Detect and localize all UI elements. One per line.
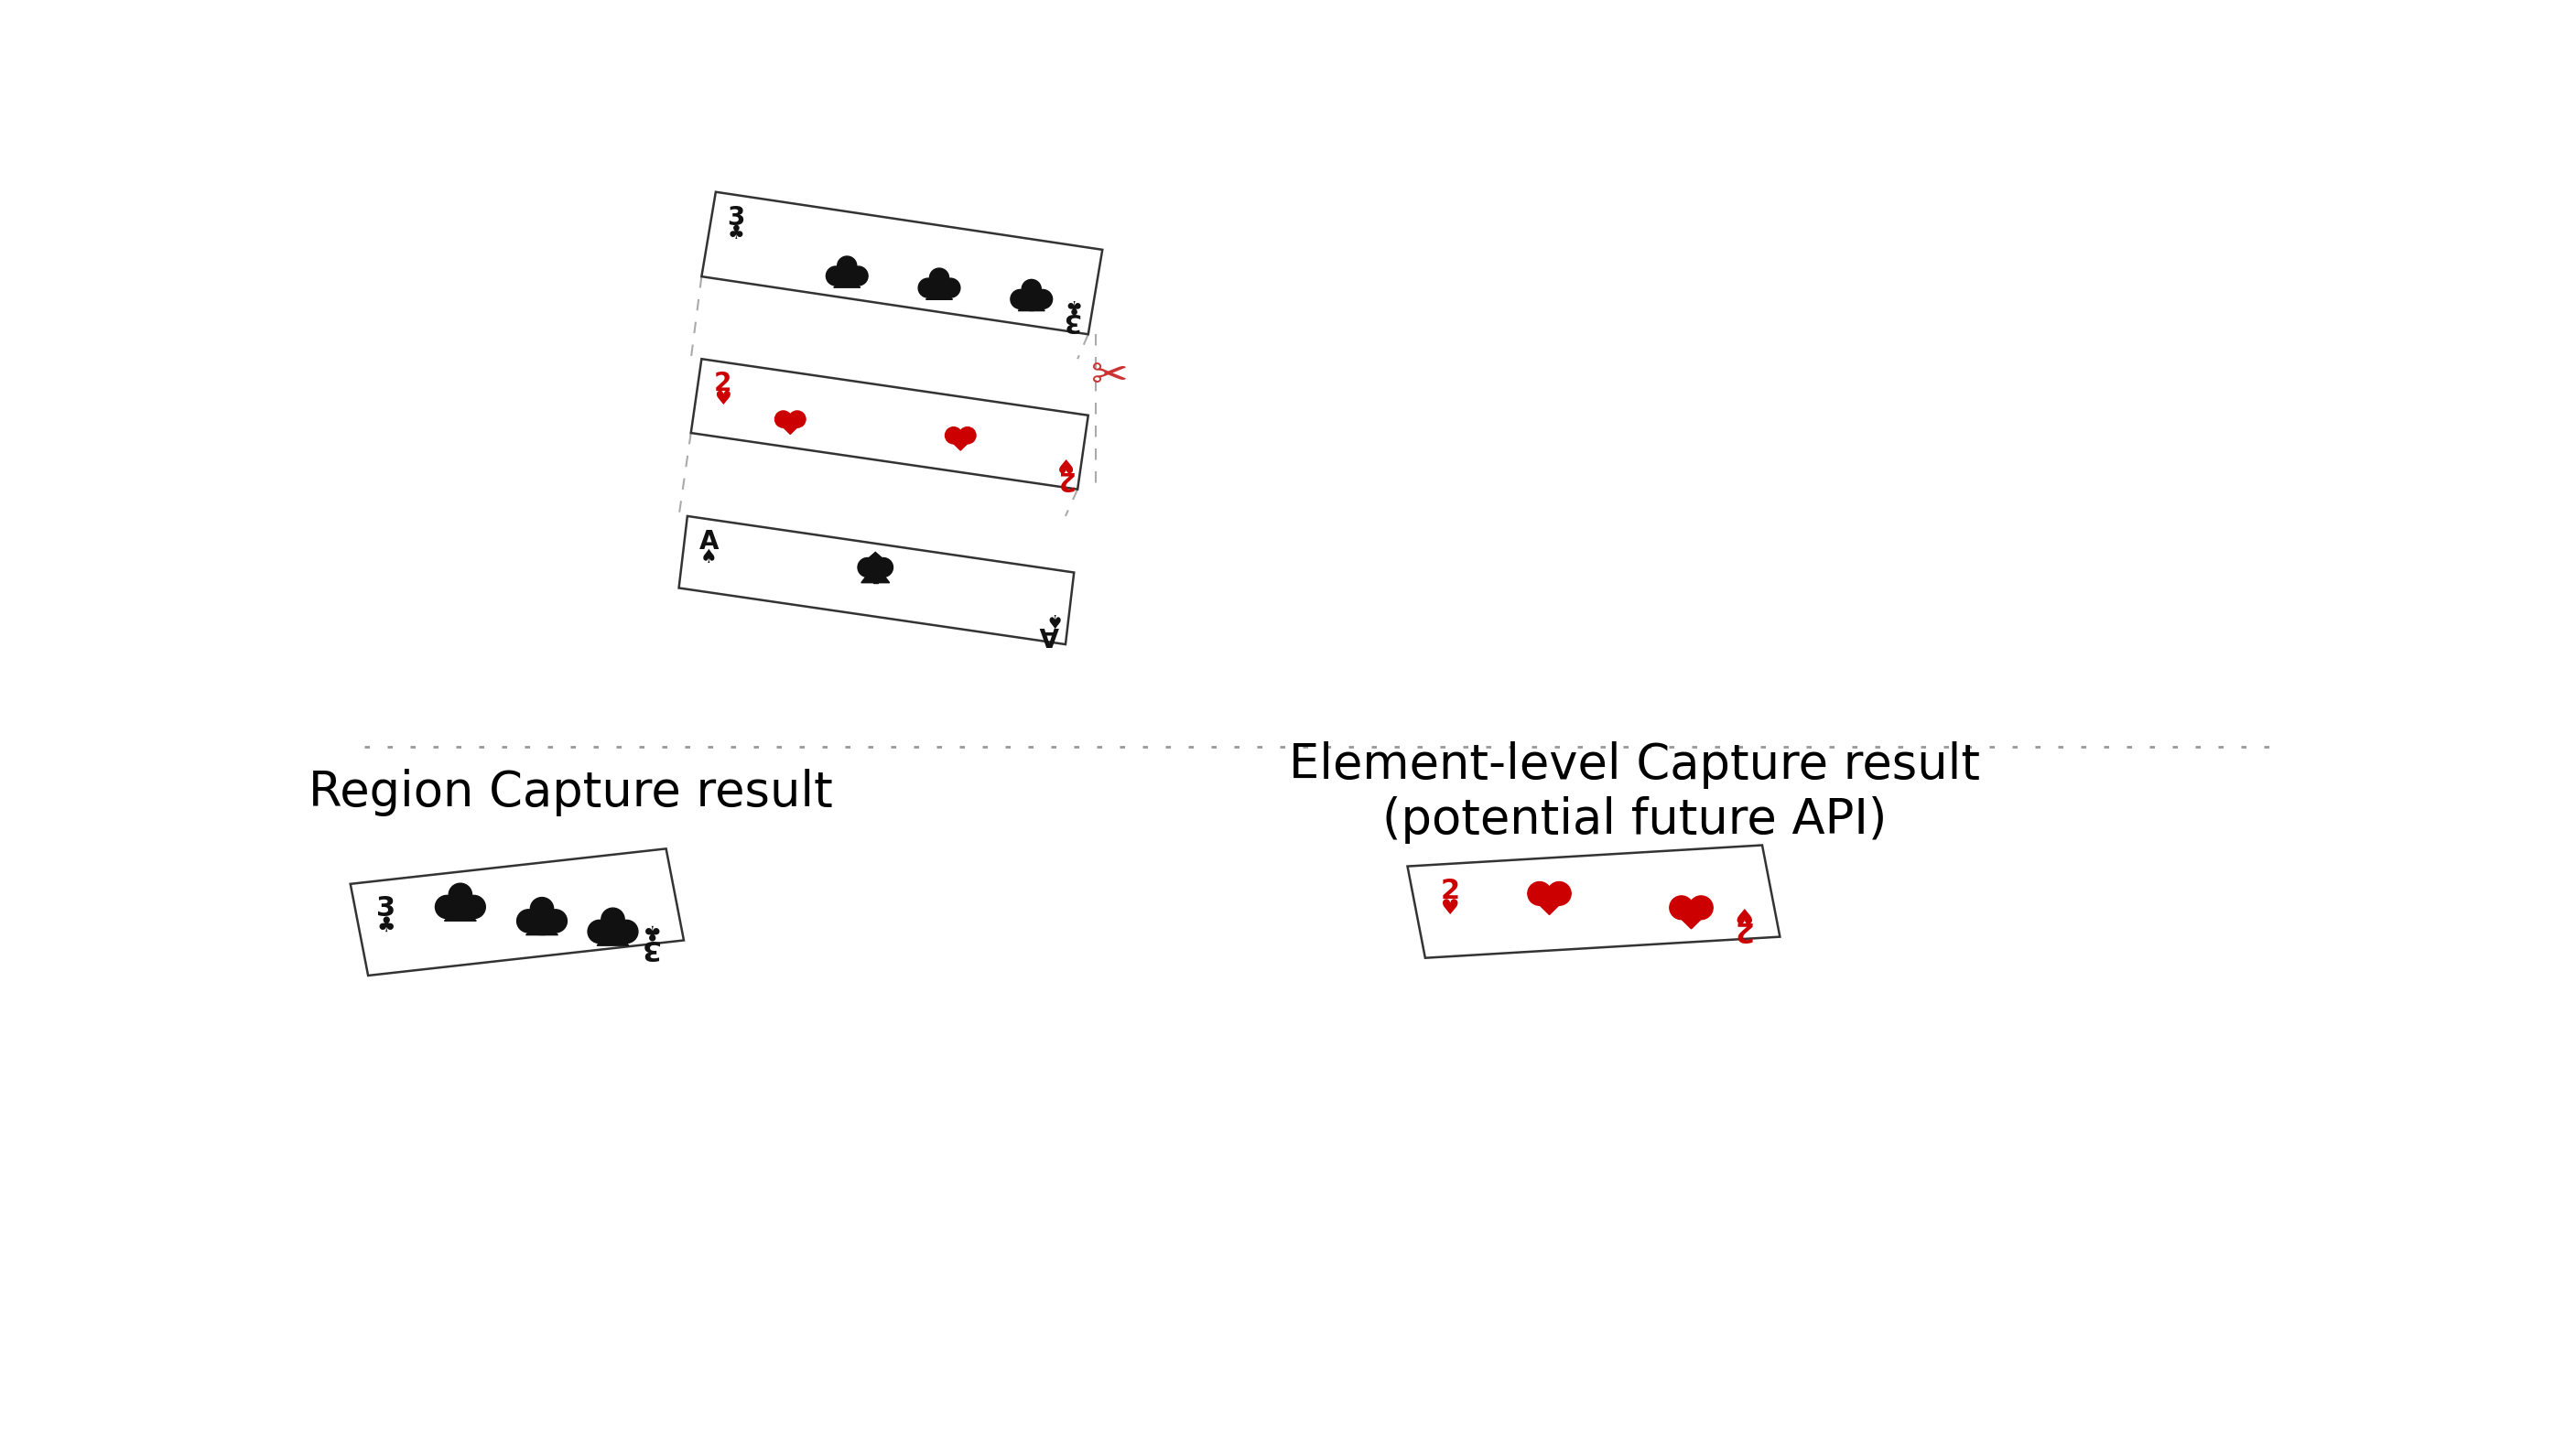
Text: ♣: ♣ (726, 224, 744, 243)
Circle shape (1010, 290, 1030, 309)
Text: 2: 2 (1731, 917, 1752, 943)
Circle shape (531, 897, 554, 920)
Text: ♣: ♣ (376, 916, 394, 936)
Text: ♣: ♣ (639, 920, 657, 941)
Bar (538, 921, 544, 934)
Bar (459, 907, 464, 920)
Text: ♥: ♥ (1440, 897, 1461, 918)
Text: ♠: ♠ (1041, 608, 1059, 627)
Circle shape (435, 895, 459, 918)
Circle shape (940, 278, 961, 297)
Circle shape (873, 558, 894, 577)
Text: 2: 2 (1440, 878, 1461, 904)
Circle shape (600, 908, 623, 931)
Bar (1030, 298, 1033, 310)
Circle shape (917, 278, 938, 297)
Circle shape (587, 920, 611, 943)
Circle shape (461, 895, 484, 918)
Text: A: A (698, 530, 719, 555)
Circle shape (544, 910, 567, 933)
Text: ♥: ♥ (1054, 453, 1072, 472)
Circle shape (448, 884, 471, 907)
Circle shape (616, 920, 639, 943)
Circle shape (1033, 290, 1054, 309)
Bar (845, 276, 850, 287)
Polygon shape (860, 567, 889, 583)
Circle shape (1548, 881, 1571, 905)
Polygon shape (350, 848, 683, 976)
Polygon shape (680, 517, 1074, 644)
Circle shape (945, 428, 961, 443)
Text: Element-level Capture result
(potential future API): Element-level Capture result (potential … (1288, 740, 1981, 844)
Polygon shape (1406, 845, 1780, 959)
Text: ♥: ♥ (1731, 903, 1749, 923)
Bar (873, 567, 878, 583)
Polygon shape (1528, 894, 1571, 914)
Text: 3: 3 (639, 934, 657, 960)
Polygon shape (925, 288, 953, 300)
Circle shape (848, 267, 868, 286)
Polygon shape (1018, 298, 1046, 311)
Text: 3: 3 (376, 895, 397, 921)
Circle shape (958, 428, 976, 443)
Polygon shape (598, 931, 629, 946)
Circle shape (827, 267, 845, 286)
Bar (938, 288, 940, 298)
Polygon shape (775, 419, 806, 435)
Polygon shape (526, 921, 559, 936)
Circle shape (1669, 895, 1692, 920)
Text: 2: 2 (714, 370, 732, 396)
Polygon shape (945, 435, 976, 451)
Circle shape (1690, 895, 1713, 920)
Text: Region Capture result: Region Capture result (309, 769, 832, 817)
Circle shape (930, 268, 948, 287)
Circle shape (775, 410, 791, 428)
Text: ♣: ♣ (1061, 296, 1079, 314)
Circle shape (837, 257, 858, 276)
Text: ♠: ♠ (701, 548, 716, 567)
Polygon shape (701, 192, 1103, 334)
Polygon shape (690, 359, 1087, 489)
Text: ✂: ✂ (1090, 354, 1128, 399)
Circle shape (858, 558, 876, 577)
Text: 3: 3 (726, 205, 744, 231)
Circle shape (788, 410, 806, 428)
Polygon shape (1669, 908, 1713, 928)
Bar (611, 931, 616, 944)
Circle shape (1528, 881, 1551, 905)
Circle shape (1023, 280, 1041, 298)
Polygon shape (835, 276, 860, 287)
Text: 2: 2 (1054, 466, 1072, 492)
Text: 3: 3 (1061, 307, 1079, 333)
Text: ♥: ♥ (714, 390, 732, 409)
Circle shape (518, 910, 541, 933)
Polygon shape (858, 552, 894, 567)
Polygon shape (446, 907, 477, 921)
Text: A: A (1038, 621, 1059, 647)
